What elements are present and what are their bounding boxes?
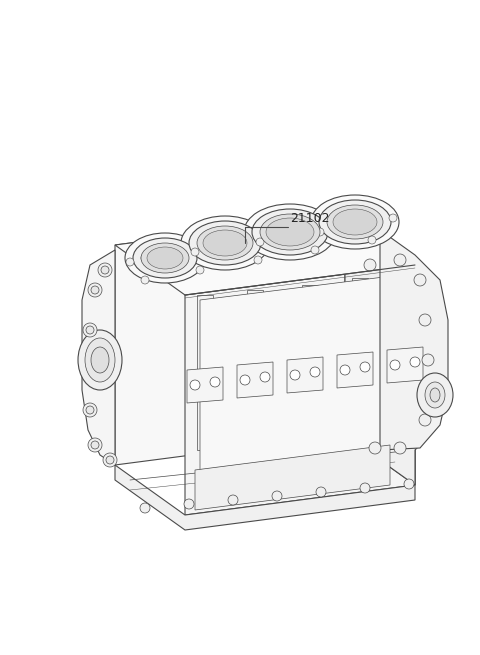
Circle shape <box>191 248 199 256</box>
Ellipse shape <box>319 200 391 244</box>
Ellipse shape <box>203 230 247 256</box>
Circle shape <box>256 238 264 246</box>
Ellipse shape <box>78 330 122 390</box>
Circle shape <box>340 365 350 375</box>
Ellipse shape <box>147 247 183 269</box>
Ellipse shape <box>266 218 314 246</box>
Circle shape <box>364 259 376 271</box>
Circle shape <box>254 256 262 264</box>
Polygon shape <box>197 295 213 450</box>
Circle shape <box>410 357 420 367</box>
Circle shape <box>106 456 114 464</box>
Ellipse shape <box>133 238 197 278</box>
Polygon shape <box>247 290 263 448</box>
Polygon shape <box>200 275 400 470</box>
Circle shape <box>126 258 134 266</box>
Circle shape <box>184 499 194 509</box>
Circle shape <box>368 236 376 244</box>
Circle shape <box>228 495 238 505</box>
Circle shape <box>206 244 214 252</box>
Ellipse shape <box>141 243 189 273</box>
Circle shape <box>271 234 279 242</box>
Circle shape <box>140 503 150 513</box>
Polygon shape <box>115 215 415 295</box>
Circle shape <box>91 286 99 294</box>
Circle shape <box>240 375 250 385</box>
Ellipse shape <box>244 204 336 260</box>
Circle shape <box>414 274 426 286</box>
Ellipse shape <box>197 226 253 260</box>
Circle shape <box>369 442 381 454</box>
Circle shape <box>103 453 117 467</box>
Circle shape <box>141 276 149 284</box>
Polygon shape <box>195 445 390 510</box>
Circle shape <box>334 224 342 232</box>
Circle shape <box>394 442 406 454</box>
Circle shape <box>83 323 97 337</box>
Circle shape <box>404 479 414 489</box>
Circle shape <box>389 214 397 222</box>
Circle shape <box>272 491 282 501</box>
Polygon shape <box>397 272 413 435</box>
Circle shape <box>260 372 270 382</box>
Circle shape <box>310 367 320 377</box>
Circle shape <box>86 406 94 414</box>
Circle shape <box>419 314 431 326</box>
Ellipse shape <box>425 382 445 408</box>
Ellipse shape <box>125 233 205 283</box>
Polygon shape <box>352 278 368 440</box>
Circle shape <box>419 414 431 426</box>
Text: 21102: 21102 <box>290 212 329 225</box>
Ellipse shape <box>181 216 269 270</box>
Circle shape <box>190 380 200 390</box>
Ellipse shape <box>417 373 453 417</box>
Circle shape <box>210 377 220 387</box>
Circle shape <box>316 228 324 236</box>
Circle shape <box>91 441 99 449</box>
Polygon shape <box>302 285 318 444</box>
Circle shape <box>394 254 406 266</box>
Polygon shape <box>387 347 423 383</box>
Polygon shape <box>380 230 448 450</box>
Circle shape <box>83 403 97 417</box>
Polygon shape <box>115 465 415 530</box>
Circle shape <box>360 362 370 372</box>
Polygon shape <box>345 215 415 485</box>
Circle shape <box>86 326 94 334</box>
Polygon shape <box>337 352 373 388</box>
Circle shape <box>290 370 300 380</box>
Polygon shape <box>237 362 273 398</box>
Ellipse shape <box>430 388 440 402</box>
Circle shape <box>88 283 102 297</box>
Polygon shape <box>287 357 323 393</box>
Ellipse shape <box>91 347 109 373</box>
Circle shape <box>390 360 400 370</box>
Circle shape <box>196 266 204 274</box>
Circle shape <box>311 246 319 254</box>
Circle shape <box>316 487 326 497</box>
Ellipse shape <box>311 195 399 249</box>
Circle shape <box>98 263 112 277</box>
Ellipse shape <box>327 205 383 239</box>
Polygon shape <box>115 215 345 465</box>
Circle shape <box>88 438 102 452</box>
Circle shape <box>101 266 109 274</box>
Circle shape <box>371 218 379 226</box>
Circle shape <box>360 483 370 493</box>
Circle shape <box>141 254 149 262</box>
Ellipse shape <box>189 221 261 265</box>
Polygon shape <box>82 250 115 465</box>
Polygon shape <box>185 265 415 515</box>
Ellipse shape <box>252 209 328 255</box>
Ellipse shape <box>333 209 377 235</box>
Ellipse shape <box>85 338 115 382</box>
Polygon shape <box>187 367 223 403</box>
Ellipse shape <box>260 214 320 250</box>
Polygon shape <box>345 215 445 485</box>
Circle shape <box>422 354 434 366</box>
